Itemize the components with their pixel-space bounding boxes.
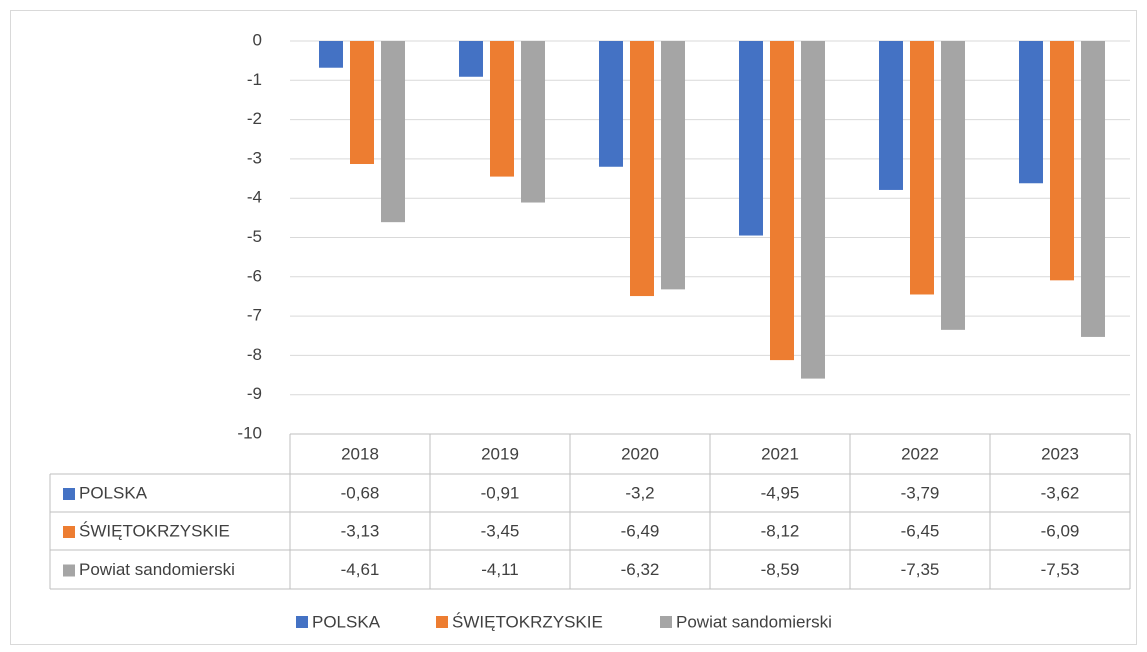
- table-cell: -3,13: [341, 521, 380, 540]
- legend-label: ŚWIĘTOKRZYSKIE: [452, 612, 603, 631]
- x-tick-label: 2021: [761, 444, 799, 463]
- bar: [941, 41, 965, 330]
- y-tick-label: 0: [253, 30, 262, 49]
- x-tick-label: 2023: [1041, 444, 1079, 463]
- legend-key: [296, 616, 308, 628]
- table-cell: -6,49: [621, 521, 660, 540]
- bar: [1050, 41, 1074, 281]
- chart-border: [10, 10, 1137, 645]
- table-cell: -4,95: [761, 483, 800, 502]
- bar: [490, 41, 514, 177]
- bar: [1019, 41, 1043, 184]
- y-tick-label: -2: [247, 109, 262, 128]
- bar: [381, 41, 405, 223]
- table-cell: -6,32: [621, 560, 660, 579]
- table-legend-key: [63, 526, 75, 538]
- bar: [879, 41, 903, 190]
- bar: [350, 41, 374, 165]
- y-tick-label: -10: [237, 423, 262, 442]
- legend-label: Powiat sandomierski: [676, 612, 832, 631]
- legend-label: POLSKA: [312, 612, 381, 631]
- table-row-label: ŚWIĘTOKRZYSKIE: [79, 521, 230, 540]
- y-tick-label: -4: [247, 188, 262, 207]
- table-cell: -7,53: [1041, 560, 1080, 579]
- bar: [739, 41, 763, 236]
- table-legend-key: [63, 564, 75, 577]
- x-tick-label: 2022: [901, 444, 939, 463]
- bar: [661, 41, 685, 290]
- y-tick-label: -6: [247, 266, 262, 285]
- legend-key: [436, 616, 448, 628]
- legend-key: [660, 616, 672, 628]
- y-tick-label: -5: [247, 227, 262, 246]
- table-cell: -6,45: [901, 521, 940, 540]
- table-cell: -3,45: [481, 521, 520, 540]
- table-cell: -4,61: [341, 560, 380, 579]
- table-row-label: POLSKA: [79, 483, 148, 502]
- bar: [459, 41, 483, 77]
- bar: [599, 41, 623, 167]
- table-row-label: Powiat sandomierski: [79, 560, 235, 579]
- table-cell: -3,2: [625, 483, 654, 502]
- y-tick-label: -3: [247, 148, 262, 167]
- table-cell: -3,79: [901, 483, 940, 502]
- bar: [801, 41, 825, 379]
- bar: [521, 41, 545, 203]
- table-cell: -3,62: [1041, 483, 1080, 502]
- y-tick-label: -8: [247, 345, 262, 364]
- bar: [1081, 41, 1105, 337]
- y-tick-label: -1: [247, 70, 262, 89]
- x-tick-label: 2019: [481, 444, 519, 463]
- bar: [910, 41, 934, 295]
- table-cell: -7,35: [901, 560, 940, 579]
- table-cell: -6,09: [1041, 521, 1080, 540]
- table-cell: -4,11: [481, 560, 519, 579]
- y-tick-label: -7: [247, 306, 262, 325]
- table-legend-key: [63, 488, 75, 500]
- table-cell: -8,12: [761, 521, 800, 540]
- bar: [770, 41, 794, 361]
- bar: [319, 41, 343, 68]
- bar: [630, 41, 654, 297]
- y-tick-label: -9: [247, 384, 262, 403]
- table-cell: -0,91: [481, 483, 520, 502]
- table-cell: -8,59: [761, 560, 800, 579]
- x-tick-label: 2018: [341, 444, 379, 463]
- table-cell: -0,68: [341, 483, 380, 502]
- x-tick-label: 2020: [621, 444, 659, 463]
